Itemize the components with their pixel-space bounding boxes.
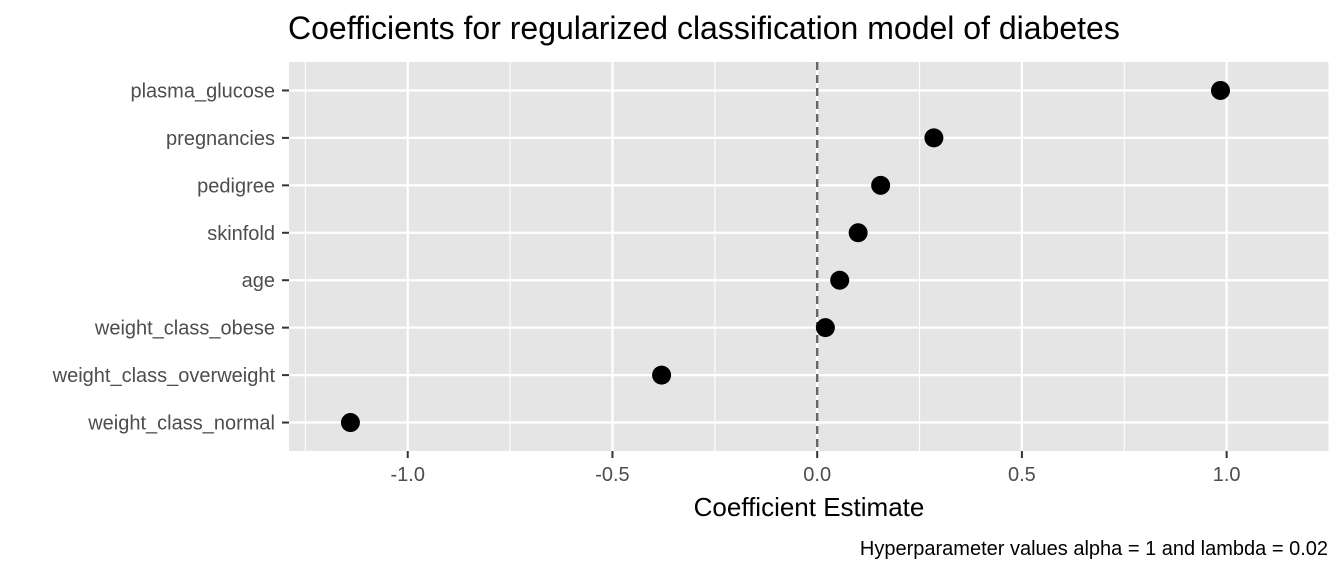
data-point bbox=[652, 365, 672, 385]
data-point bbox=[848, 223, 868, 243]
grid-major-x bbox=[406, 62, 1228, 451]
data-point bbox=[340, 413, 360, 433]
y-tick-label: pregnancies bbox=[166, 128, 275, 150]
chart-title: Coefficients for regularized classificat… bbox=[288, 10, 1120, 46]
x-axis-title: Coefficient Estimate bbox=[694, 492, 925, 522]
y-tick-label: weight_class_overweight bbox=[52, 365, 276, 387]
y-tick-label: plasma_glucose bbox=[130, 80, 275, 102]
grid-minor bbox=[304, 62, 1330, 451]
data-point bbox=[871, 175, 891, 195]
grid-major-y bbox=[289, 89, 1329, 424]
y-tick-label: age bbox=[242, 270, 275, 292]
y-tick-label: pedigree bbox=[197, 175, 275, 197]
data-point bbox=[1210, 80, 1230, 100]
coefficient-points bbox=[340, 80, 1230, 433]
x-tick-label: 0.5 bbox=[1008, 464, 1036, 486]
x-tick-label: 0.0 bbox=[803, 464, 831, 486]
y-axis: plasma_glucose pregnancies pedigree skinfol… bbox=[52, 80, 289, 435]
data-point bbox=[815, 318, 835, 338]
x-tick-label: -0.5 bbox=[595, 464, 629, 486]
x-tick-label: -1.0 bbox=[391, 464, 425, 486]
x-tick-label: 1.0 bbox=[1213, 464, 1241, 486]
chart-caption: Hyperparameter values alpha = 1 and lamb… bbox=[860, 538, 1328, 560]
y-tick-label: weight_class_obese bbox=[94, 318, 275, 340]
y-tick-label: skinfold bbox=[207, 223, 275, 245]
data-point bbox=[924, 128, 944, 148]
data-point bbox=[830, 270, 850, 290]
plot-panel bbox=[289, 62, 1329, 451]
x-axis: -1.0 -0.5 0.0 0.5 1.0 bbox=[391, 451, 1241, 486]
y-tick-label: weight_class_normal bbox=[87, 413, 275, 435]
